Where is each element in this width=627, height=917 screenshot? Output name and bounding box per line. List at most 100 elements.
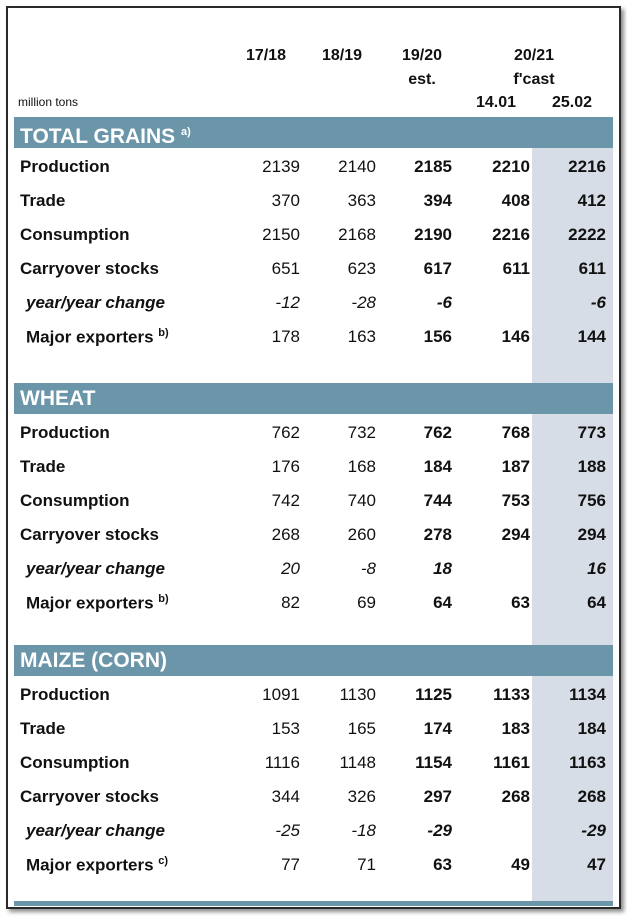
table-row: Trade 176 168 184 187 188: [14, 450, 613, 484]
row-label: year/year change: [26, 293, 165, 313]
table-cell: 268: [271, 525, 300, 544]
table-cell: 163: [347, 327, 376, 346]
table-cell: 71: [357, 855, 376, 874]
table-cell: 178: [271, 327, 300, 346]
table-cell: 268: [577, 787, 606, 806]
section-footnote-marker: a): [181, 126, 191, 138]
table-cell: 2190: [414, 225, 452, 244]
row-label: Major exporters b): [26, 593, 169, 614]
table-cell: 268: [501, 787, 530, 806]
table-cell: 153: [271, 719, 300, 738]
bottom-divider: [14, 901, 613, 906]
table-cell: 2222: [568, 225, 606, 244]
table-cell: 740: [347, 491, 376, 510]
table-cell: 1091: [262, 685, 300, 704]
table-row: Production 2139 2140 2185 2210 2216: [14, 150, 613, 184]
row-label: Consumption: [20, 491, 130, 511]
table-row: Major exporters b) 82 69 64 63 64: [14, 586, 613, 620]
table-row: year/year change -25 -18 -29 -29: [14, 814, 613, 848]
unit-label: million tons: [18, 95, 79, 109]
table-cell: 617: [423, 259, 452, 278]
table-cell: 1133: [493, 685, 530, 704]
header-1819: 18/19: [321, 47, 363, 64]
row-label: Production: [20, 423, 110, 443]
table-cell: 1134: [569, 685, 606, 704]
row-label-text: Carryover stocks: [20, 259, 159, 278]
table-cell: 20: [281, 559, 300, 578]
row-label-text: Production: [20, 423, 110, 442]
table-cell: 1148: [339, 753, 376, 772]
table-cell: 1163: [569, 753, 606, 772]
table-cell: 412: [577, 191, 606, 210]
row-footnote-marker: b): [158, 593, 169, 605]
table-row: year/year change -12 -28 -6 -6: [14, 286, 613, 320]
table-cell: 64: [433, 593, 452, 612]
row-label: Carryover stocks: [20, 259, 159, 279]
forecast-column-highlight: [532, 148, 613, 904]
table-row: Consumption 742 740 744 753 756: [14, 484, 613, 518]
table-row: Consumption 2150 2168 2190 2216 2222: [14, 218, 613, 252]
row-label-text: Production: [20, 157, 110, 176]
table-cell: -29: [427, 821, 452, 840]
table-cell: 63: [433, 855, 452, 874]
table-cell: 278: [423, 525, 452, 544]
row-label: Trade: [20, 457, 65, 477]
table-cell: 1116: [264, 753, 300, 772]
table-cell: 1125: [415, 685, 452, 704]
table-cell: -6: [436, 293, 452, 312]
table-cell: 183: [501, 719, 530, 738]
table-cell: 18: [433, 559, 452, 578]
section-header: WHEAT: [14, 383, 613, 414]
table-cell: -6: [590, 293, 606, 312]
table-cell: 2216: [568, 157, 606, 176]
table-cell: 370: [271, 191, 300, 210]
table-row: Major exporters b) 178 163 156 146 144: [14, 320, 613, 354]
row-label-text: year/year change: [26, 293, 165, 312]
table-row: Consumption 1116 1148 1154 1161 1163: [14, 746, 613, 780]
table-cell: 363: [347, 191, 376, 210]
table-cell: 174: [423, 719, 452, 738]
table-cell: 64: [587, 593, 606, 612]
table-cell: 762: [423, 423, 452, 442]
row-label: year/year change: [26, 821, 165, 841]
table-cell: 1154: [415, 753, 452, 772]
table-cell: 1161: [493, 753, 530, 772]
section-header: TOTAL GRAINS a): [14, 117, 613, 148]
row-label-text: Production: [20, 685, 110, 704]
table-cell: 2185: [414, 157, 452, 176]
table-frame: 17/18 18/19 19/20 est. 20/21 f'cast 14.0…: [6, 6, 621, 909]
row-label: Consumption: [20, 753, 130, 773]
section-title: WHEAT: [20, 387, 96, 410]
table-cell: 49: [511, 855, 530, 874]
table-cell: 2139: [262, 157, 300, 176]
row-label-text: Major exporters: [26, 327, 154, 347]
table-cell: 297: [423, 787, 452, 806]
table-cell: 165: [347, 719, 376, 738]
row-label: Consumption: [20, 225, 130, 245]
table-cell: 326: [347, 787, 376, 806]
header-1718: 17/18: [245, 47, 287, 64]
table-cell: 184: [423, 457, 452, 476]
table-cell: 47: [587, 855, 606, 874]
table-cell: 188: [577, 457, 606, 476]
table-cell: 187: [501, 457, 530, 476]
table-cell: 2140: [338, 157, 376, 176]
row-label-text: Consumption: [20, 753, 130, 772]
table-cell: 773: [577, 423, 606, 442]
table-cell: 184: [577, 719, 606, 738]
table-row: year/year change 20 -8 18 16: [14, 552, 613, 586]
table-cell: 762: [271, 423, 300, 442]
table-cell: 16: [587, 559, 606, 578]
row-label-text: Trade: [20, 719, 66, 738]
table-cell: 168: [347, 457, 376, 476]
table-cell: 82: [281, 593, 300, 612]
row-label-text: Carryover stocks: [20, 525, 159, 544]
table-cell: 69: [357, 593, 376, 612]
table-cell: 2168: [338, 225, 376, 244]
table-cell: 408: [501, 191, 530, 210]
row-label-text: Carryover stocks: [20, 787, 159, 806]
table-cell: 753: [501, 491, 530, 510]
table-cell: 744: [423, 491, 452, 510]
table-row: Production 1091 1130 1125 1133 1134: [14, 678, 613, 712]
table-cell: 77: [281, 855, 300, 874]
